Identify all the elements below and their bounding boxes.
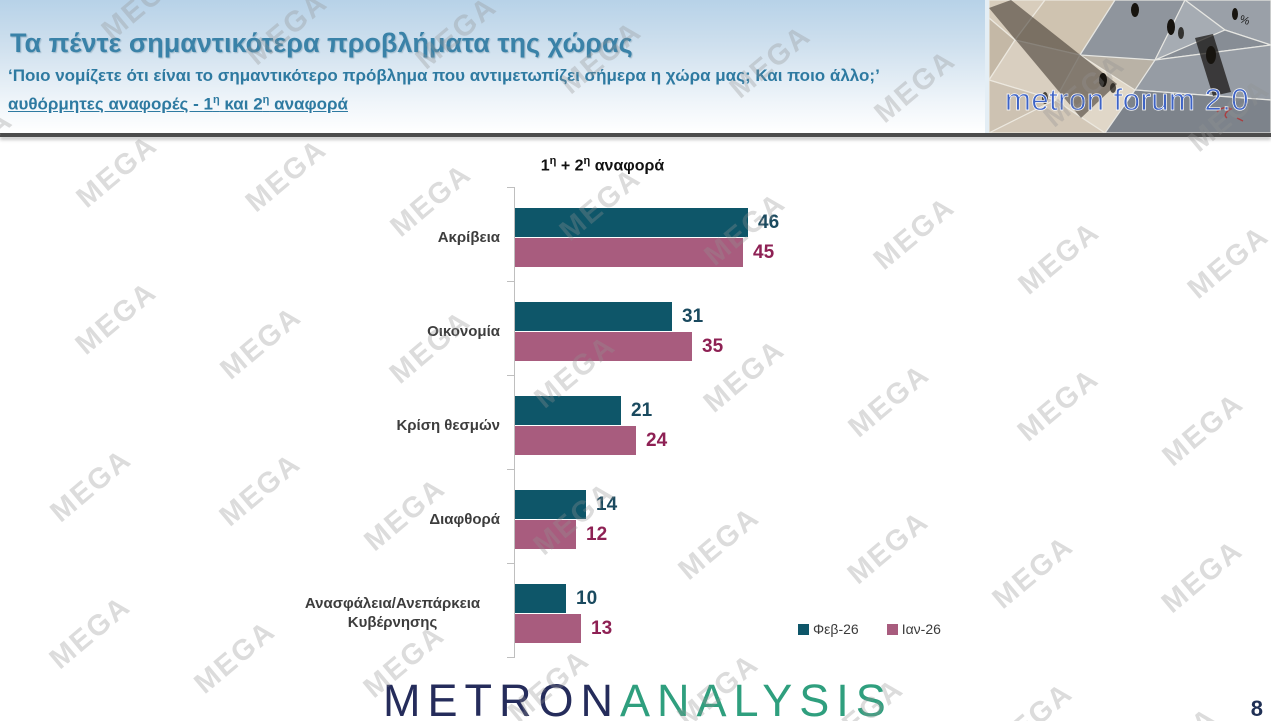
legend-swatch-feb xyxy=(798,623,809,635)
page-title: Τα πέντε σημαντικότερα προβλήματα της χώ… xyxy=(10,28,633,58)
chart-title-text: + 2 xyxy=(556,157,584,175)
legend-swatch-jan xyxy=(886,623,898,635)
bar xyxy=(515,208,748,237)
superscript: η xyxy=(583,155,591,167)
bar xyxy=(515,614,581,643)
header-section: Τα πέντε σημαντικότερα προβλήματα της χώ… xyxy=(0,0,1271,133)
superscript: η xyxy=(262,94,270,106)
axis-tick xyxy=(507,657,515,658)
metron-forum-caption: metron forum 2.0 xyxy=(1005,82,1249,117)
value-label: 24 xyxy=(646,429,668,451)
value-label: 46 xyxy=(758,211,780,233)
value-label: 12 xyxy=(586,523,608,545)
header-divider xyxy=(0,133,1271,137)
category-label: Κρίση θεσμών xyxy=(396,416,500,434)
value-label: 35 xyxy=(702,335,724,357)
category-label: Διαφθορά xyxy=(429,510,500,528)
metron-forum-image: % metron forum 2.0 xyxy=(985,0,1271,133)
bar xyxy=(515,490,586,519)
logo-analysis-text: ANALYSIS xyxy=(620,675,893,721)
value-label: 14 xyxy=(596,493,618,515)
chart-title-text: 1 xyxy=(540,157,550,175)
legend-item-feb: Φεβ-26 xyxy=(798,621,859,637)
bar xyxy=(515,584,566,613)
percent-mark: % xyxy=(1238,13,1251,28)
axis-tick xyxy=(507,563,515,564)
chart-legend: Φεβ-26 Ιαν-26 xyxy=(798,621,941,637)
superscript: η xyxy=(212,94,220,106)
bar xyxy=(515,332,692,361)
subtitle3-text: αναφορά xyxy=(269,94,348,114)
axis-tick xyxy=(507,281,515,282)
subtitle3-text: αυθόρμητες αναφορές - 1 xyxy=(8,94,213,114)
category-label: Ανασφάλεια/Ανεπάρκεια Κυβέρνησης xyxy=(304,595,481,631)
legend-label-feb: Φεβ-26 xyxy=(813,621,859,637)
value-label: 10 xyxy=(576,587,598,609)
axis-tick xyxy=(507,469,515,470)
metron-analysis-logo: METRONANALYSIS xyxy=(383,678,893,721)
value-label: 13 xyxy=(591,617,613,639)
category-label: Οικονομία xyxy=(427,322,500,340)
subtitle3-text: και 2 xyxy=(219,94,263,114)
legend-label-jan: Ιαν-26 xyxy=(901,621,941,637)
chart-title: 1η + 2η αναφορά xyxy=(515,155,690,175)
value-label: 45 xyxy=(753,241,775,263)
y-axis-line xyxy=(514,187,515,657)
logo-metron-text: METRON xyxy=(383,675,620,721)
legend-item-jan: Ιαν-26 xyxy=(886,621,941,637)
value-label: 31 xyxy=(682,305,704,327)
bar-chart: 1η + 2η αναφορά Φεβ-26 Ιαν-26 Ακρίβεια 46… xyxy=(0,138,1271,721)
bar xyxy=(515,426,636,455)
bar xyxy=(515,238,743,267)
slide-subtitle: ‘Ποιο νομίζετε ότι είναι το σημαντικότερ… xyxy=(8,66,880,85)
bar xyxy=(515,520,576,549)
category-label: Ακρίβεια xyxy=(437,228,500,246)
axis-tick xyxy=(507,187,515,188)
bar xyxy=(515,396,621,425)
chart-title-text: αναφορά xyxy=(590,157,665,175)
bar xyxy=(515,302,672,331)
value-label: 21 xyxy=(631,399,653,421)
slide-subtitle-line3: αυθόρμητες αναφορές - 1η και 2η αναφορά xyxy=(8,94,348,115)
superscript: η xyxy=(549,155,557,167)
axis-tick xyxy=(507,375,515,376)
page-number: 8 xyxy=(1250,696,1263,721)
